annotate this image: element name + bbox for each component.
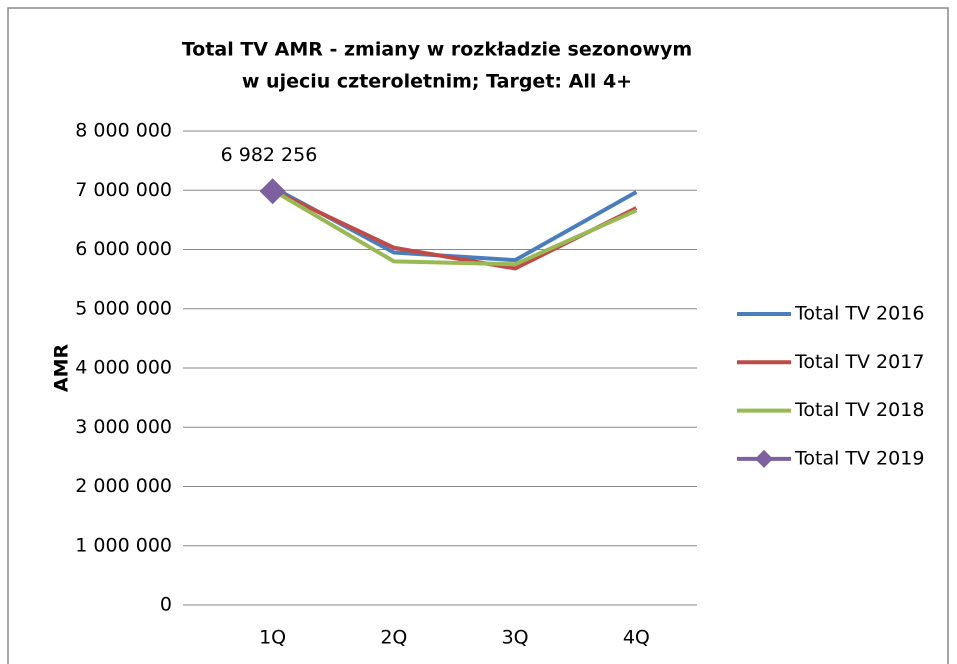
x-tick-label: 2Q — [380, 627, 407, 649]
x-tick-label: 3Q — [502, 627, 529, 649]
legend-label: Total TV 2017 — [794, 351, 924, 373]
y-tick-label: 4 000 000 — [75, 357, 172, 379]
chart-title: w ujeciu czteroletnim; Target: All 4+ — [242, 71, 632, 93]
y-tick-label: 5 000 000 — [75, 297, 172, 319]
point-marker — [259, 178, 286, 205]
legend-marker — [755, 449, 773, 468]
y-tick-label: 3 000 000 — [75, 416, 172, 438]
y-tick-label: 0 — [160, 594, 172, 616]
data-label: 6 982 256 — [221, 144, 318, 166]
legend-label: Total TV 2018 — [794, 399, 924, 421]
y-tick-label: 6 000 000 — [75, 238, 172, 260]
x-tick-label: 4Q — [623, 627, 650, 649]
series-line — [271, 188, 638, 267]
x-tick-label: 1Q — [259, 627, 286, 649]
y-tick-label: 1 000 000 — [75, 534, 172, 556]
legend-label: Total TV 2016 — [794, 303, 924, 325]
y-tick-label: 2 000 000 — [75, 475, 172, 497]
y-tick-label: 7 000 000 — [75, 179, 172, 201]
y-axis-label: AMR — [51, 344, 73, 393]
y-tick-label: 8 000 000 — [75, 120, 172, 142]
chart-frame — [7, 7, 949, 664]
legend-label: Total TV 2019 — [794, 447, 924, 469]
chart-title: Total TV AMR - zmiany w rozkładzie sezon… — [182, 39, 692, 61]
